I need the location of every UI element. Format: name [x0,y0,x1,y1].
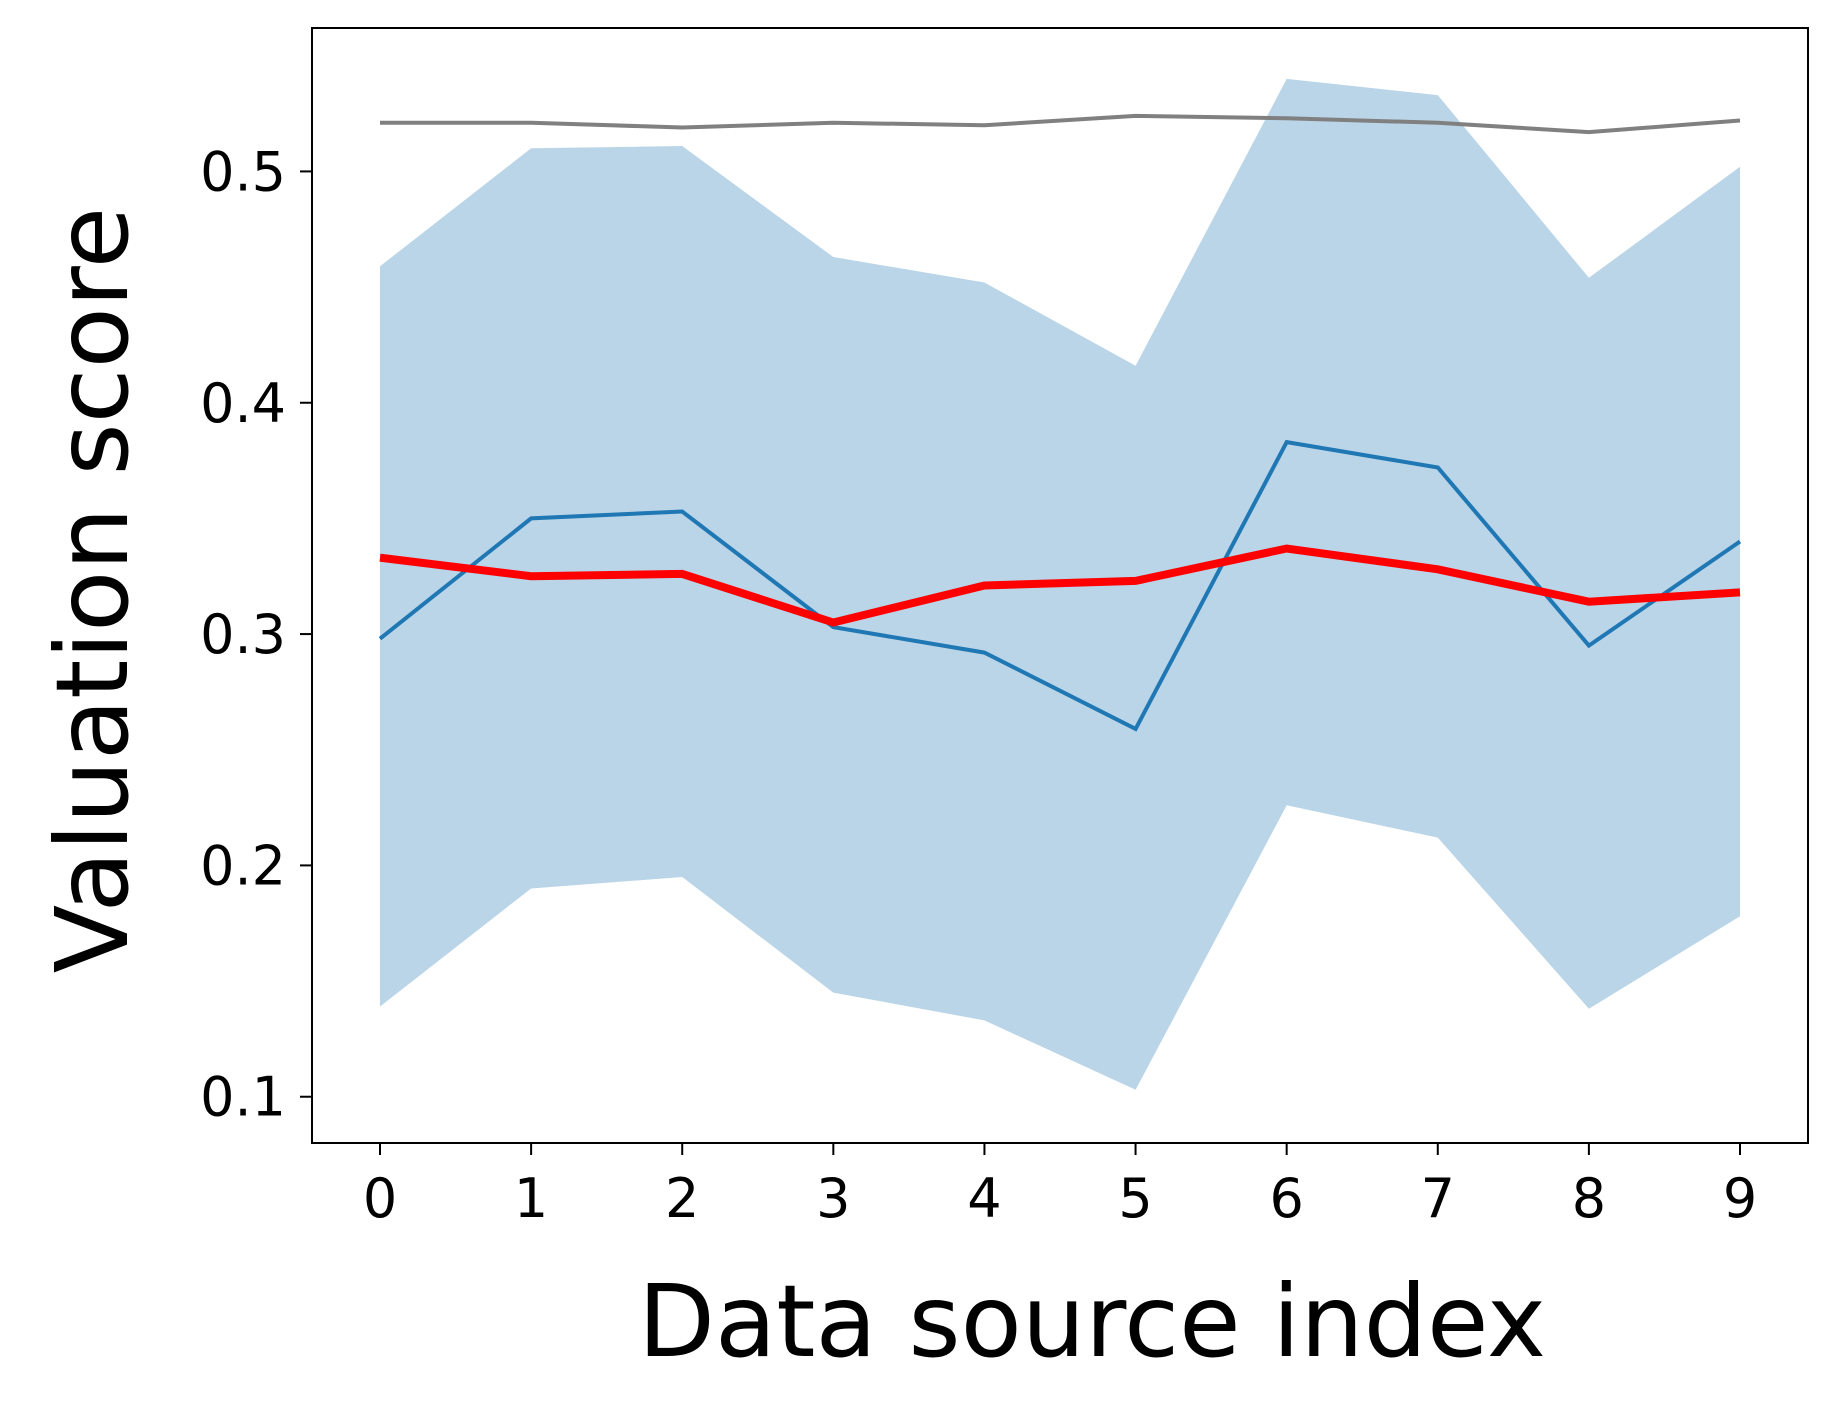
series-line-1 [380,113,1741,135]
axes: 0 1 2 3 4 5 6 7 8 9 0.1 0.2 0.3 0.4 0.5 [200,27,1809,1230]
x-tick-label: 9 [1723,1167,1757,1230]
plot-frame [311,27,1809,1144]
x-tick-label: 6 [1269,1167,1303,1230]
y-tick-label: 0.3 [200,603,286,666]
x-tick-label: 1 [514,1167,548,1230]
x-tick-label: 4 [967,1167,1001,1230]
plot-area [378,78,1742,1090]
x-axis-label: Data source index [638,1263,1546,1380]
x-tick-label: 8 [1572,1167,1606,1230]
y-tick-label: 0.4 [200,372,286,435]
y-tick-label: 0.2 [200,834,286,897]
x-tick-label: 5 [1118,1167,1152,1230]
x-tick-label: 0 [363,1167,397,1230]
x-tick-label: 3 [816,1167,850,1230]
x-tick-label: 7 [1421,1167,1455,1230]
y-tick-label: 0.1 [200,1066,286,1129]
x-tick-label: 2 [665,1167,699,1230]
series-line-2 [378,439,1742,732]
y-axis-label: Valuation score [34,207,151,973]
y-tick-label: 0.5 [200,140,286,203]
series-line-3 [379,544,1741,627]
